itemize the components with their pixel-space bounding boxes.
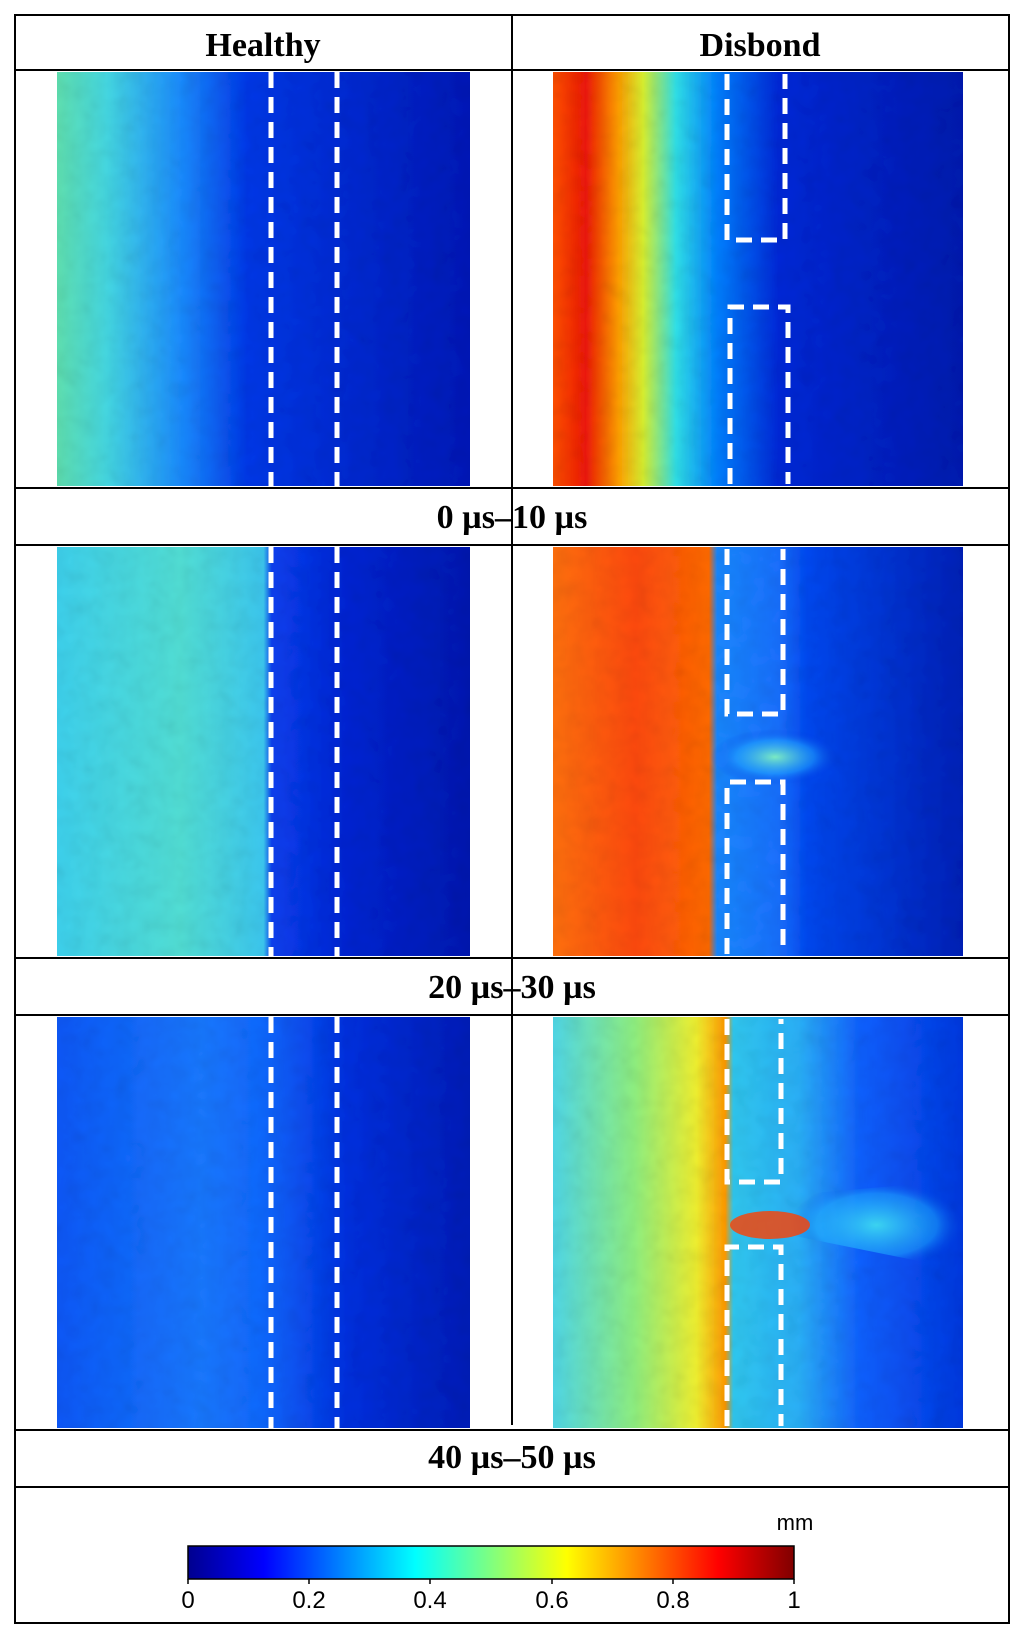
time-window-label-3: 40 µs–50 µs	[428, 1439, 596, 1476]
map-healthy-row-1	[57, 72, 470, 486]
colorbar-tick: 0	[181, 1587, 194, 1614]
map-disbond-row-2	[553, 547, 963, 956]
colorbar-tick: 0.2	[292, 1587, 325, 1614]
map-healthy-row-3	[57, 1017, 470, 1428]
map-healthy-row-2	[57, 547, 470, 956]
time-window-label-2: 20 µs–30 µs	[428, 969, 596, 1006]
column-header-disbond: Disbond	[700, 27, 821, 64]
column-header-healthy: Healthy	[205, 27, 320, 64]
colorbar-tick: 1	[787, 1587, 800, 1614]
colorbar-tick: 0.4	[413, 1587, 446, 1614]
colorbar-unit: mm	[777, 1510, 814, 1535]
colorbar: mm 0 0.2 0.4 0.6 0.8 1	[181, 1510, 813, 1614]
map-disbond-row-1	[553, 72, 963, 486]
time-window-label-1: 0 µs–10 µs	[437, 499, 588, 536]
colorbar-tick: 0.8	[656, 1587, 689, 1614]
colorbar-tick: 0.6	[535, 1587, 568, 1614]
map-disbond-row-3	[553, 1017, 963, 1428]
